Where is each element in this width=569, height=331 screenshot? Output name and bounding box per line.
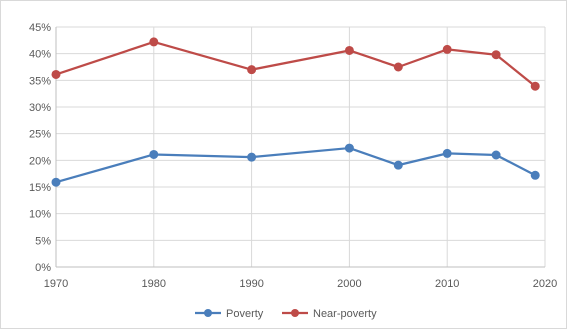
data-point <box>530 81 540 91</box>
series-line <box>55 146 536 184</box>
data-point <box>530 170 540 180</box>
data-point <box>491 150 501 160</box>
x-axis-tick-labels: 1970 1980 1990 2000 2010 2020 <box>44 278 557 290</box>
data-point <box>149 37 159 47</box>
series-poverty <box>51 143 540 187</box>
legend-label: Poverty <box>226 308 264 320</box>
x-tick-label: 2020 <box>533 278 557 290</box>
data-point <box>247 65 257 75</box>
x-tick-label: 1970 <box>44 278 68 290</box>
data-point <box>149 149 159 159</box>
y-tick-label: 0% <box>35 262 51 274</box>
y-tick-label: 20% <box>29 155 51 167</box>
data-point <box>51 69 61 79</box>
x-tick-label: 1980 <box>142 278 166 290</box>
series-near-poverty <box>51 37 540 91</box>
x-tick-label: 2000 <box>337 278 361 290</box>
data-point <box>344 143 354 153</box>
y-tick-label: 25% <box>29 129 51 141</box>
data-point <box>442 44 452 54</box>
data-point <box>344 45 354 55</box>
axes <box>55 27 545 268</box>
data-point <box>247 152 257 162</box>
series-group <box>51 37 540 187</box>
data-point <box>442 148 452 158</box>
y-tick-label: 45% <box>29 22 51 34</box>
legend-marker <box>204 309 212 317</box>
series-line <box>55 40 536 88</box>
data-point <box>491 50 501 60</box>
legend: Poverty Near-poverty <box>195 308 377 320</box>
y-axis-tick-labels: 0% 5% 10% 15% 20% 25% 30% 35% 40% 45% <box>29 22 51 274</box>
y-tick-label: 5% <box>35 235 51 247</box>
x-tick-label: 1990 <box>239 278 263 290</box>
y-tick-label: 10% <box>29 209 51 221</box>
y-tick-label: 30% <box>29 102 51 114</box>
legend-item: Near-poverty <box>282 308 377 320</box>
y-tick-label: 15% <box>29 182 51 194</box>
y-tick-label: 40% <box>29 49 51 61</box>
data-point <box>51 177 61 187</box>
legend-item: Poverty <box>195 308 264 320</box>
data-point <box>393 62 403 72</box>
data-point <box>393 160 403 170</box>
y-tick-label: 35% <box>29 75 51 87</box>
x-tick-label: 2010 <box>435 278 459 290</box>
legend-marker <box>291 309 299 317</box>
legend-label: Near-poverty <box>313 308 377 320</box>
